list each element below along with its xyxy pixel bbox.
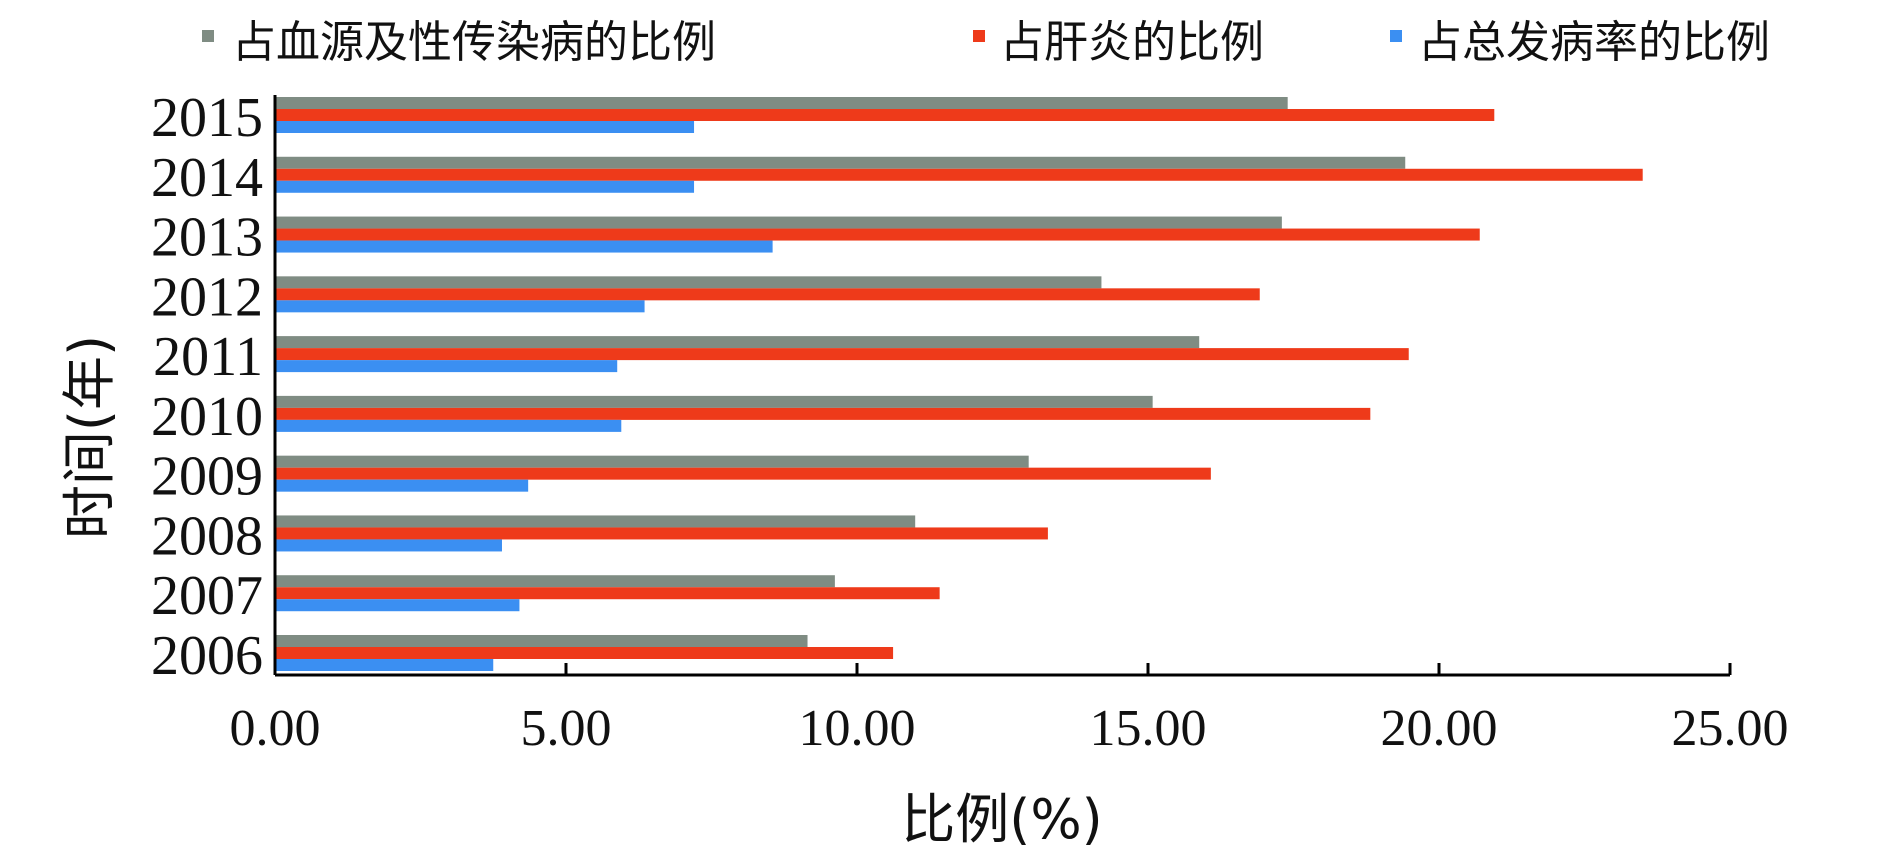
legend-label-series-0: 占血源及性传染病的比例 [232,17,716,68]
bar-2011-series-2 [276,360,618,373]
bar-2013-series-1 [276,228,1480,241]
bar-2008-series-2 [276,539,502,552]
category-label-2008: 2008 [151,505,263,567]
bar-2015-series-1 [276,109,1495,121]
legend-swatch-series-0 [202,30,214,42]
bar-2014-series-1 [276,168,1643,181]
bars-group [276,97,1643,671]
category-label-2007: 2007 [151,565,263,627]
bar-2012-series-2 [276,300,645,313]
bar-2011-series-1 [276,348,1409,361]
bar-2015-series-2 [276,121,695,133]
x-tick-label-3: 15.00 [1090,700,1207,757]
bar-2009-series-0 [276,455,1029,468]
bar-2007-series-2 [276,599,520,612]
bar-2006-series-0 [276,635,808,647]
bar-2015-series-0 [276,97,1288,109]
bar-2014-series-0 [276,156,1406,169]
bar-2011-series-0 [276,336,1200,349]
bar-2007-series-0 [276,575,835,588]
bar-2006-series-1 [276,647,894,659]
legend: 占血源及性传染病的比例 占肝炎的比例 占总发病率的比例 [202,17,1770,68]
bar-2009-series-1 [276,467,1211,480]
legend-label-series-2: 占总发病率的比例 [1418,17,1770,68]
category-label-2010: 2010 [151,386,263,448]
category-label-2015: 2015 [151,87,263,149]
x-axis-ticks: 0.00 5.00 10.00 15.00 20.00 25.00 [230,663,1789,757]
category-label-2012: 2012 [151,266,263,328]
x-tick-label-0: 0.00 [230,700,321,757]
x-tick-label-2: 10.00 [799,700,916,757]
bar-2010-series-1 [276,407,1371,420]
bar-2007-series-1 [276,587,940,600]
bar-2012-series-0 [276,276,1102,289]
x-axis-title: 比例(%) [901,788,1102,851]
y-axis-title: 时间(年) [58,335,121,539]
category-label-2014: 2014 [151,147,263,209]
bar-2008-series-0 [276,515,916,528]
bar-2012-series-1 [276,288,1260,301]
bar-2008-series-1 [276,527,1048,540]
category-label-2006: 2006 [151,625,263,687]
x-tick-label-1: 5.00 [521,700,612,757]
x-tick-label-4: 20.00 [1381,700,1498,757]
category-label-2009: 2009 [151,446,263,508]
legend-swatch-series-1 [973,30,985,42]
bar-2006-series-2 [276,659,494,671]
legend-label-series-1: 占肝炎的比例 [1000,17,1264,68]
category-label-2011: 2011 [153,326,263,388]
legend-swatch-series-2 [1390,30,1402,42]
bar-2010-series-2 [276,419,622,432]
bar-2010-series-0 [276,395,1153,408]
bar-2013-series-2 [276,240,773,253]
category-label-2013: 2013 [151,207,263,269]
bar-2014-series-2 [276,180,695,193]
bar-2009-series-2 [276,479,529,492]
x-tick-label-5: 25.00 [1672,700,1789,757]
bar-2013-series-0 [276,216,1282,229]
